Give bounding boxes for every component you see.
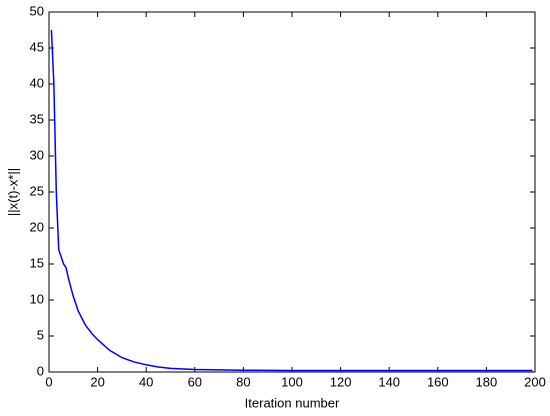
y-tick-label: 20 <box>30 219 44 234</box>
y-axis-label: ||x(t)-x*|| <box>5 168 20 216</box>
x-tick-label: 0 <box>45 374 52 389</box>
x-tick-label: 100 <box>281 374 303 389</box>
x-tick-label: 20 <box>90 374 104 389</box>
x-tick-label: 180 <box>476 374 498 389</box>
x-tick-label: 200 <box>524 374 546 389</box>
y-tick-label: 40 <box>30 75 44 90</box>
y-tick-label: 45 <box>30 39 44 54</box>
x-tick-label: 140 <box>378 374 400 389</box>
x-tick-label: 160 <box>427 374 449 389</box>
y-tick-label: 10 <box>30 291 44 306</box>
x-tick-label: 60 <box>188 374 202 389</box>
x-tick-label: 120 <box>330 374 352 389</box>
y-tick-label: 25 <box>30 183 44 198</box>
y-tick-label: 0 <box>37 363 44 378</box>
x-axis-label: Iteration number <box>245 395 340 410</box>
data-line <box>50 29 533 372</box>
y-tick-label: 30 <box>30 147 44 162</box>
x-tick-label: 80 <box>236 374 250 389</box>
x-tick-label: 40 <box>139 374 153 389</box>
y-tick-label: 35 <box>30 111 44 126</box>
y-tick-label: 50 <box>30 3 44 18</box>
plot-frame <box>48 11 536 373</box>
y-tick-label: 5 <box>37 327 44 342</box>
y-tick-label: 15 <box>30 255 44 270</box>
